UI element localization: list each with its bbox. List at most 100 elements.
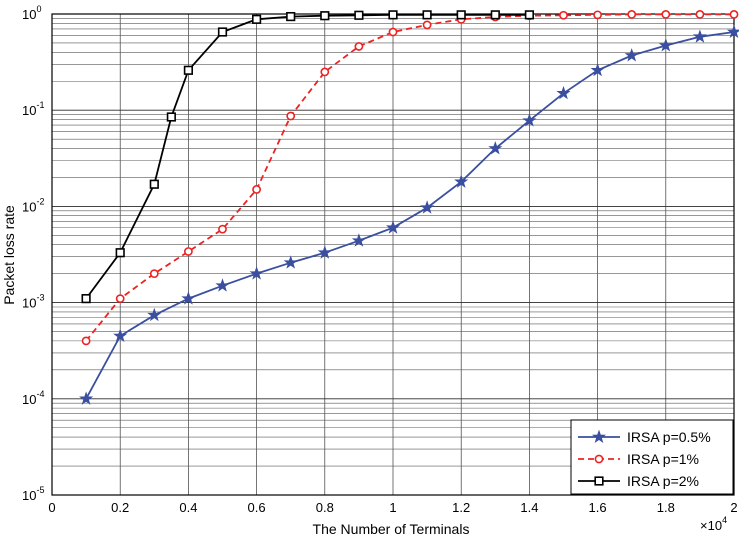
data-point xyxy=(354,10,364,20)
y-tick-base: 10 xyxy=(22,199,36,214)
y-tick-label: 10-3 xyxy=(22,293,44,311)
data-point xyxy=(661,10,671,19)
y-tick-exponent: -1 xyxy=(36,100,44,110)
data-point xyxy=(422,10,432,20)
y-tick-exponent: -2 xyxy=(36,196,44,206)
y-tick-exponent: 0 xyxy=(36,4,41,14)
data-point xyxy=(490,10,500,20)
data-point xyxy=(283,255,298,269)
x-axis-label: The Number of Terminals xyxy=(313,521,470,537)
data-point xyxy=(488,141,503,155)
y-tick-label: 10-1 xyxy=(22,100,44,118)
data-point xyxy=(388,10,398,20)
data-point xyxy=(559,10,568,20)
series-line xyxy=(85,13,734,342)
y-tick-label: 100 xyxy=(22,4,41,22)
data-point xyxy=(524,10,534,20)
x-tick-label: 0.6 xyxy=(248,500,266,515)
data-point xyxy=(627,10,637,19)
data-point xyxy=(320,67,330,77)
data-point xyxy=(385,220,401,234)
data-point xyxy=(81,294,91,304)
data-point xyxy=(113,328,128,342)
data-point xyxy=(522,113,537,127)
data-point xyxy=(149,179,159,189)
y-tick-label: 10-5 xyxy=(22,485,44,503)
x-tick-label: 1.8 xyxy=(657,500,675,515)
legend-label: IRSA p=1% xyxy=(627,451,699,467)
legend-label: IRSA p=2% xyxy=(627,473,699,489)
y-tick-base: 10 xyxy=(22,488,36,503)
data-point xyxy=(624,48,639,62)
data-point xyxy=(351,233,366,247)
data-point xyxy=(115,294,125,304)
data-point xyxy=(354,42,364,51)
y-tick-base: 10 xyxy=(22,392,36,407)
x-multiplier-label: ×104 xyxy=(700,515,727,533)
data-point xyxy=(252,14,262,24)
data-point xyxy=(217,27,228,37)
data-point xyxy=(252,185,261,194)
x-tick-labels: 0 0.2 0.4 0.6 0.8 1 1.2 1.4 1.6 1.8 2 xyxy=(48,500,737,515)
legend: IRSA p=0.5% IRSA p=1% IRSA p=2% xyxy=(570,419,734,495)
data-point xyxy=(695,10,705,19)
series-1 xyxy=(79,24,739,405)
data-point xyxy=(692,29,707,43)
data-point xyxy=(729,10,739,19)
data-point xyxy=(181,291,196,305)
data-point xyxy=(149,269,159,279)
legend-entry: IRSA p=1% xyxy=(578,451,699,467)
data-point xyxy=(422,20,432,30)
data-point xyxy=(658,38,673,52)
data-point xyxy=(456,10,466,20)
data-point xyxy=(249,266,264,280)
y-tick-exponent: -3 xyxy=(36,293,44,303)
y-tick-base: 10 xyxy=(22,7,36,22)
data-point xyxy=(286,111,296,121)
legend-swatch-marker xyxy=(594,454,604,464)
legend-swatch-marker xyxy=(591,429,607,444)
data-point xyxy=(388,27,398,37)
data-point xyxy=(147,307,162,322)
y-tick-exponent: -5 xyxy=(36,485,44,495)
x-tick-label: 1.4 xyxy=(520,500,538,515)
series-3 xyxy=(81,10,534,304)
data-point xyxy=(420,200,435,214)
data-point xyxy=(183,247,193,256)
y-axis-label: Packet loss rate xyxy=(1,205,17,305)
x-multiplier-exponent: 4 xyxy=(722,515,727,525)
x-tick-label: 1.6 xyxy=(589,500,607,515)
y-tick-base: 10 xyxy=(22,296,36,311)
data-point xyxy=(215,278,230,292)
y-tick-label: 10-4 xyxy=(22,389,44,407)
x-tick-label: 0.4 xyxy=(179,500,197,515)
data-point xyxy=(454,174,469,188)
data-point xyxy=(81,336,91,346)
x-tick-label: 1.2 xyxy=(452,500,470,515)
x-tick-label: 2 xyxy=(730,500,737,515)
data-point xyxy=(590,62,605,77)
legend-entry: IRSA p=0.5% xyxy=(578,429,711,445)
data-point xyxy=(218,224,227,234)
data-point xyxy=(556,85,571,100)
x-tick-label: 0.8 xyxy=(316,500,334,515)
x-tick-label: 1 xyxy=(389,500,396,515)
legend-swatch-marker xyxy=(594,476,604,486)
data-point xyxy=(183,65,194,75)
series-2 xyxy=(81,10,739,346)
y-tick-base: 10 xyxy=(22,103,36,118)
data-point xyxy=(79,391,94,405)
series-layer xyxy=(79,10,739,405)
y-tick-label: 10-2 xyxy=(22,196,44,214)
x-tick-label: 0.2 xyxy=(111,500,129,515)
data-point xyxy=(317,245,332,259)
data-point xyxy=(320,11,330,21)
data-point xyxy=(593,10,602,20)
legend-label: IRSA p=0.5% xyxy=(627,429,711,445)
data-point xyxy=(166,112,176,122)
y-tick-exponent: -4 xyxy=(36,389,44,399)
legend-entries: IRSA p=0.5% IRSA p=1% IRSA p=2% xyxy=(578,429,711,489)
data-point xyxy=(115,248,125,258)
